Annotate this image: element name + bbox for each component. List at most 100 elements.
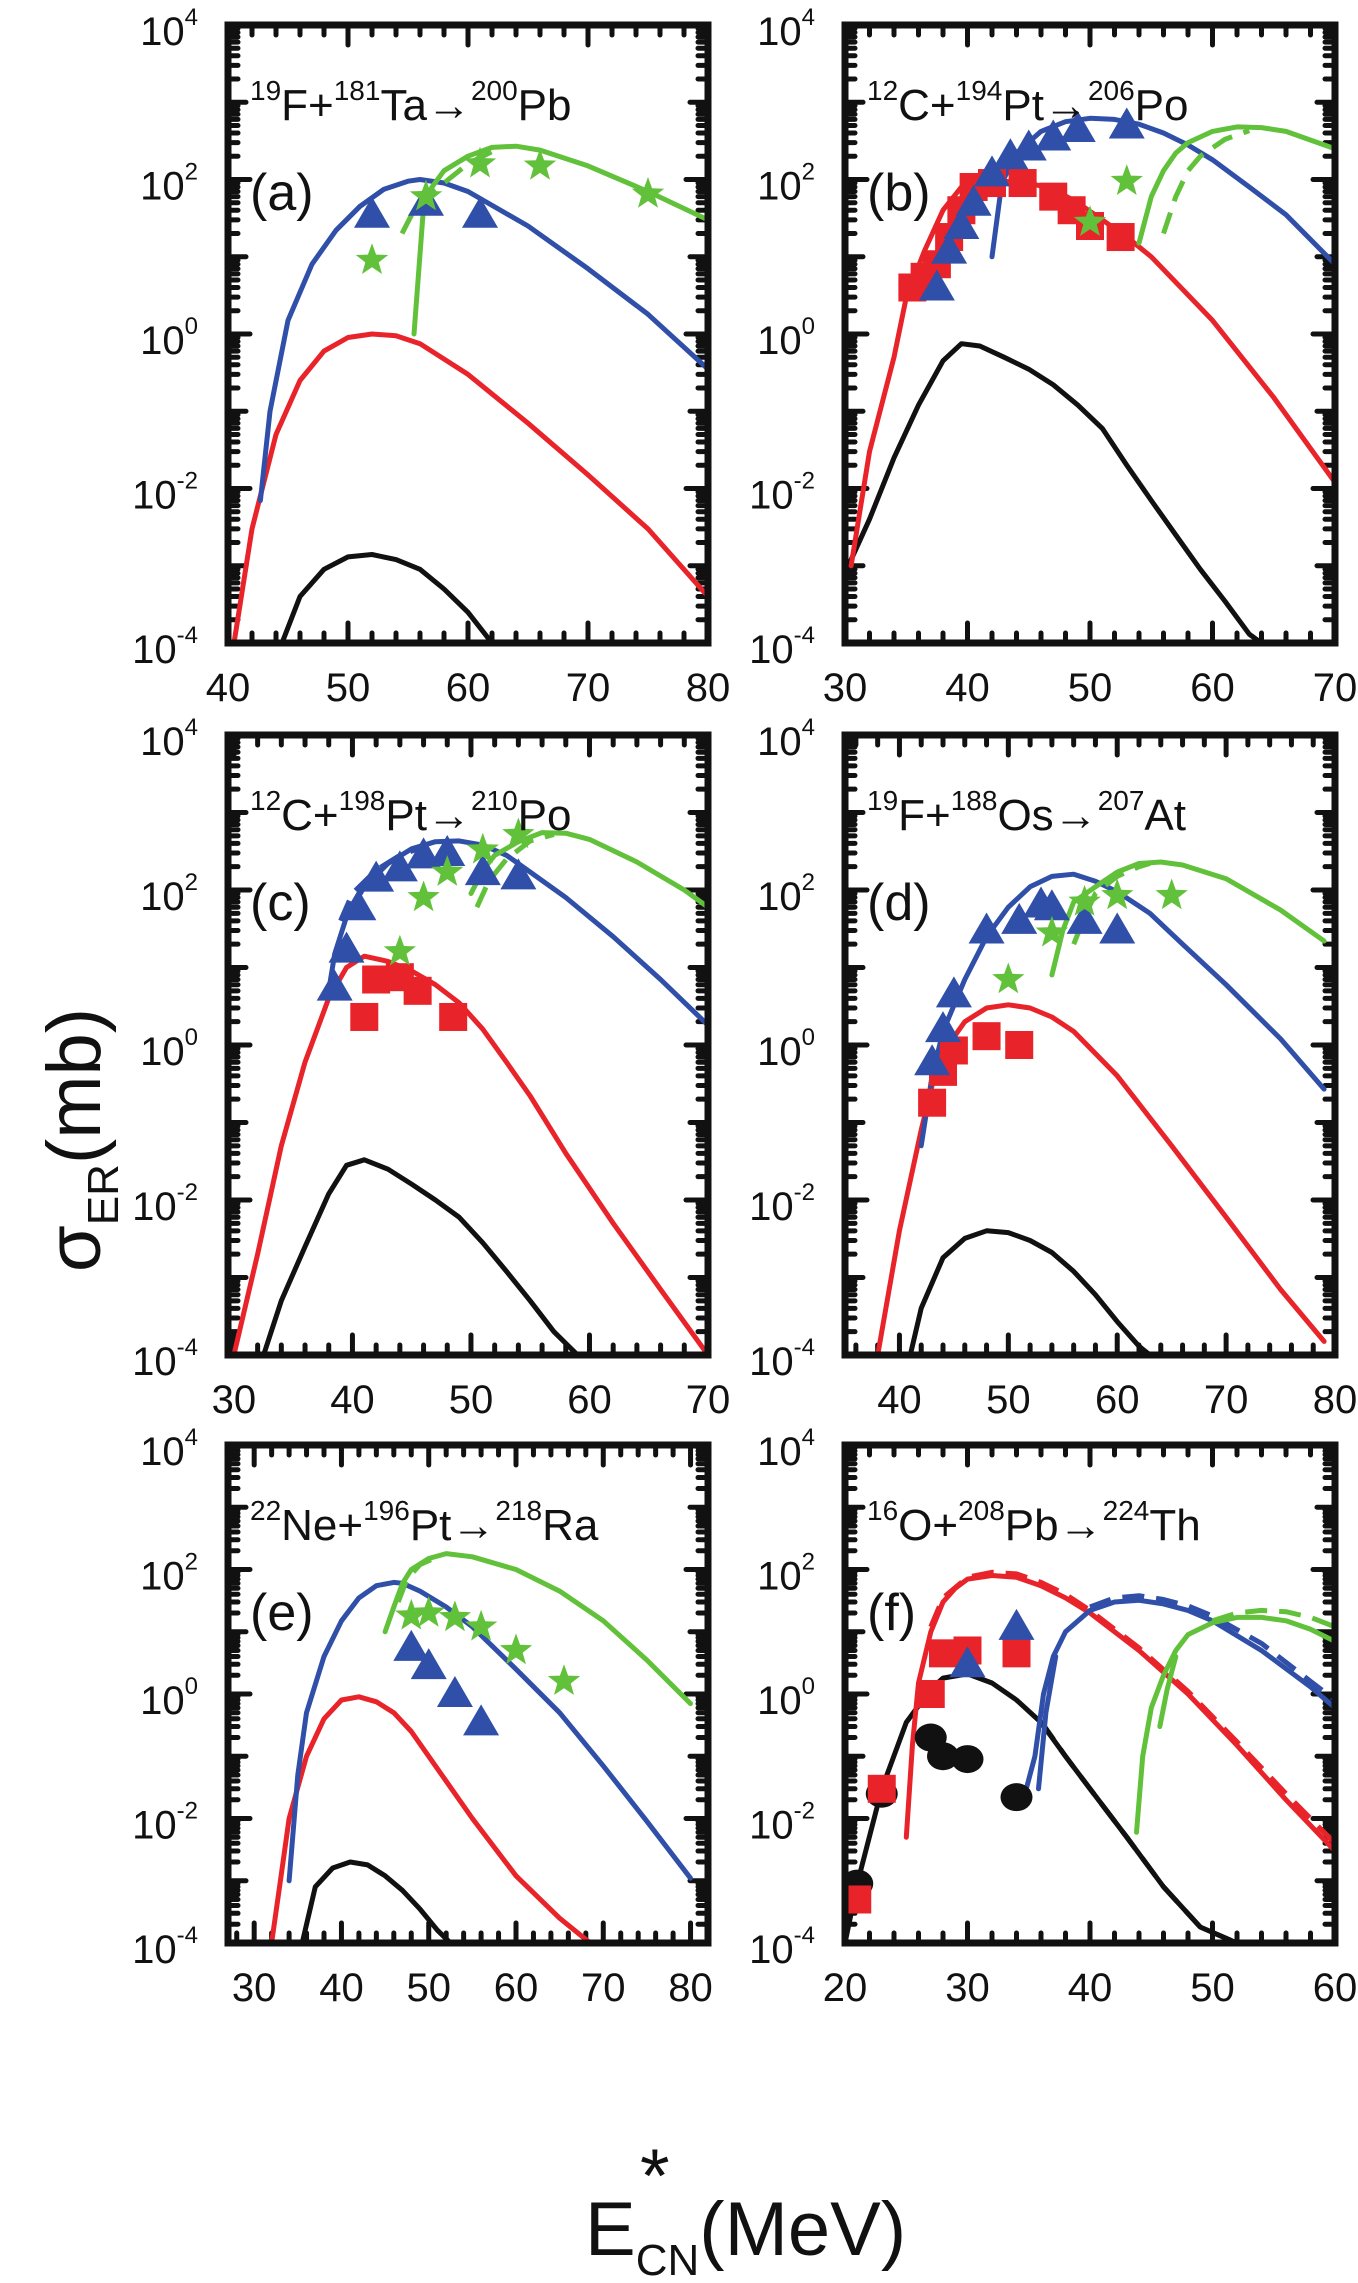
marker-triangle [381, 850, 418, 882]
y-tick-label: 10-4 [749, 1334, 815, 1384]
series-black-solid [845, 341, 1264, 643]
x-tick-label: 30 [212, 1378, 257, 1422]
marker-triangle [998, 1608, 1035, 1640]
marker-triangle [393, 1629, 430, 1661]
x-tick-label: 70 [1313, 666, 1358, 710]
y-tick-label: 10-2 [749, 1798, 815, 1848]
series-red-solid [231, 953, 708, 1355]
series-green-dashed [395, 1554, 439, 1603]
x-tick-label: 30 [232, 1966, 277, 2010]
plot-area [269, 1551, 693, 1943]
x-tick-label: 50 [449, 1378, 494, 1422]
x-tick-label: 80 [686, 666, 731, 710]
y-tick-label: 102 [757, 869, 815, 919]
x-tick-label: 50 [1068, 666, 1113, 710]
x-axis-title: ECN(MeV) * [585, 2134, 906, 2283]
panel-a: 40 50 60 70 80 104 102 100 10-2 10-4 19F+181Ta→200… [132, 4, 730, 710]
marker-square [916, 1680, 945, 1708]
marker-triangle [316, 969, 353, 1001]
y-tick-label: 104 [757, 1424, 815, 1474]
x-tick-label: 20 [823, 1966, 868, 2010]
x-axis-symbol: E [585, 2187, 636, 2272]
series-blue-dashed [1089, 1593, 1335, 1702]
marker-triangle [410, 1648, 447, 1680]
marker-star [1110, 164, 1143, 195]
series-green-dashed [1211, 1607, 1335, 1630]
marker-star [395, 1598, 428, 1630]
marker-triangle [968, 912, 1005, 944]
x-tick-label: 80 [1313, 1378, 1358, 1422]
marker-square [1008, 169, 1037, 198]
x-tick-label: 40 [319, 1966, 364, 2010]
marker-triangle [955, 184, 992, 216]
panel-label: (a) [250, 164, 314, 222]
x-tick-label: 60 [1190, 666, 1235, 710]
y-axis-title: σER(mb) [32, 1008, 128, 1272]
marker-triangle [429, 835, 466, 867]
marker-square [845, 1885, 872, 1914]
marker-triangle [925, 1011, 961, 1043]
series-green-solid [382, 1551, 693, 1707]
marker-square [1002, 1639, 1031, 1668]
plot-frame [224, 1441, 712, 1947]
marker-square [1005, 1031, 1034, 1059]
marker-square [403, 976, 432, 1005]
y-tick-label: 10-2 [132, 468, 198, 518]
marker-star [631, 177, 665, 208]
x-tick-label: 30 [945, 1966, 990, 2010]
series-green-solid [468, 830, 708, 910]
y-tick-label: 100 [757, 1024, 815, 1074]
panel-reaction-title: 22Ne+196Pt→218Ra [250, 1495, 599, 1550]
series-red-solid [231, 331, 708, 643]
x-tick-label: 80 [668, 1966, 713, 2010]
marker-star [1155, 878, 1188, 910]
series-blue-solid-2 [1036, 1654, 1059, 1792]
marker-star [1068, 885, 1101, 916]
panel-d: 40 50 60 70 80 104 102 100 10-2 10-4 19F+188Os→207… [749, 714, 1357, 1422]
panel-reaction-title: 19F+188Os→207At [867, 785, 1186, 840]
panel-f: 20 30 40 50 60 104 102 100 10-2 10-4 16O+208Pb→224… [749, 1424, 1357, 2010]
y-tick-label: 10-2 [749, 468, 815, 518]
y-tick-label: 102 [757, 159, 815, 209]
plot-area [231, 143, 708, 643]
marker-triangle [992, 138, 1029, 170]
series-black-dashed [1038, 1720, 1238, 1943]
y-tick-label: 100 [140, 313, 198, 363]
plot-frame [841, 1441, 1339, 1947]
series-green-dashed [1071, 861, 1151, 946]
marker-triangle [1108, 107, 1145, 139]
marker-square [350, 1002, 379, 1031]
marker-triangle [974, 155, 1010, 187]
x-tick-label: 40 [877, 1378, 922, 1422]
series-green-dashed [474, 832, 555, 909]
marker-star [1073, 205, 1107, 236]
marker-triangle [464, 854, 501, 886]
svg-text:σER(mb): σER(mb) [32, 1008, 128, 1272]
y-tick-label: 100 [140, 1024, 198, 1074]
series-green-dashed [1161, 128, 1251, 235]
x-tick-label: 70 [566, 666, 611, 710]
series-black-solid [279, 552, 495, 643]
marker-star [463, 146, 497, 178]
x-tick-label: 60 [446, 666, 491, 710]
x-tick-label: 60 [494, 1966, 539, 2010]
y-tick-label: 10-4 [132, 1334, 198, 1384]
series-blue-solid-1 [1023, 1597, 1335, 1792]
marker-star [409, 179, 443, 211]
y-axis-symbol: σ [32, 1225, 117, 1272]
y-tick-label: 100 [140, 1673, 198, 1723]
y-tick-label: 104 [140, 4, 198, 54]
panel-c: 30 40 50 60 70 104 102 100 10-2 10-4 12C+198Pt→210… [132, 714, 730, 1422]
y-tick-label: 10-4 [749, 622, 815, 672]
x-tick-label: 50 [1190, 1966, 1235, 2010]
marker-triangle [500, 858, 537, 890]
series-red-solid [269, 1694, 593, 1943]
series-blue-dashed [338, 844, 425, 922]
marker-triangle [463, 1704, 500, 1736]
y-tick-label: 10-4 [132, 622, 198, 672]
marker-square [972, 1022, 1001, 1051]
marker-star [1101, 878, 1134, 910]
marker-triangle [462, 196, 498, 228]
plot-area [231, 817, 708, 1355]
